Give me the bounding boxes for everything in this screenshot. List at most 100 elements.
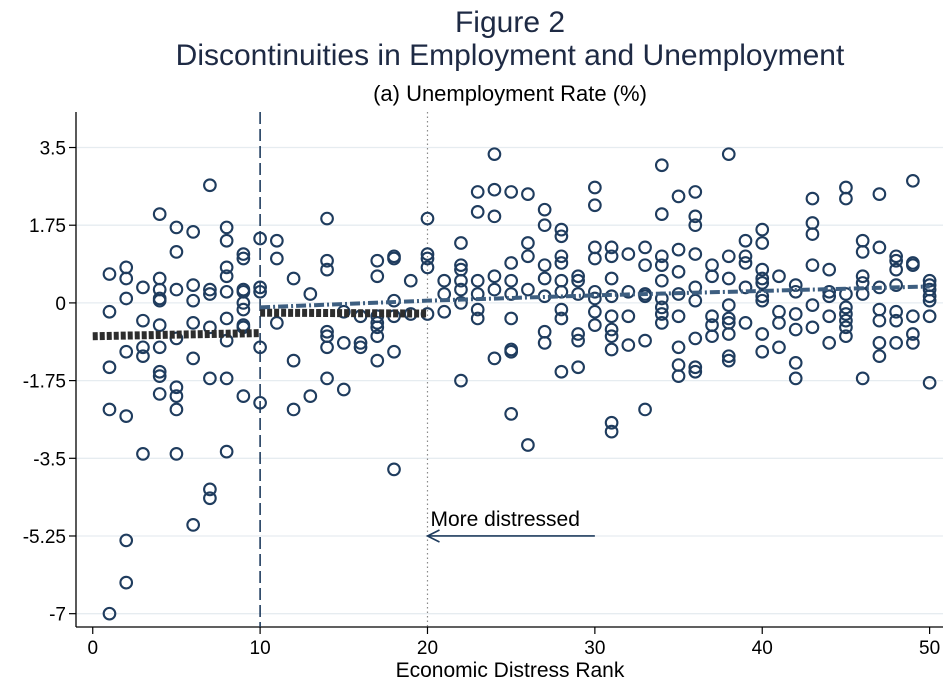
data-point (119, 291, 134, 306)
data-point (537, 258, 552, 273)
data-point (604, 271, 619, 286)
data-point (236, 251, 251, 266)
y-tick-label: -3.5 (33, 449, 66, 470)
data-point (571, 360, 585, 375)
data-point (454, 296, 468, 310)
data-point (889, 336, 903, 350)
data-point (839, 180, 853, 195)
data-point (219, 371, 234, 386)
x-tick-label: 20 (417, 638, 438, 659)
data-point (169, 282, 184, 297)
y-tick-label: 3.5 (40, 139, 66, 160)
data-point (521, 249, 535, 264)
data-point (922, 293, 937, 308)
data-point (654, 273, 669, 288)
data-point (839, 287, 853, 301)
data-point (236, 389, 251, 403)
data-point (872, 336, 887, 350)
data-point (772, 340, 786, 355)
data-point (604, 415, 619, 430)
y-tick-label: -5.25 (23, 527, 66, 548)
data-point (454, 373, 468, 388)
data-point (906, 309, 920, 324)
data-point (554, 222, 569, 237)
data-point (353, 336, 368, 350)
data-point (470, 185, 485, 199)
data-point (521, 438, 535, 452)
data-point (721, 147, 736, 162)
data-point (152, 207, 167, 221)
data-point (688, 364, 703, 379)
data-point (755, 344, 770, 359)
data-point (554, 229, 569, 244)
data-point (889, 278, 903, 292)
data-point (554, 311, 569, 326)
data-point (571, 269, 585, 284)
data-point (420, 211, 435, 226)
data-point (588, 251, 602, 266)
data-point (755, 327, 770, 341)
data-point (604, 342, 619, 357)
data-point (738, 280, 753, 295)
data-point (738, 256, 753, 270)
data-point (755, 293, 770, 308)
data-point (269, 316, 284, 330)
annotation-arrowhead (425, 529, 440, 543)
data-point (119, 409, 134, 423)
data-point (253, 231, 267, 246)
data-point (805, 216, 820, 230)
data-point (788, 322, 803, 337)
data-point (521, 236, 535, 250)
data-point (437, 273, 452, 288)
data-point (487, 282, 502, 297)
data-point (403, 273, 418, 288)
data-point (721, 271, 736, 286)
data-point (370, 269, 385, 284)
data-point (320, 253, 334, 268)
data-point (219, 233, 234, 248)
data-point (102, 267, 117, 281)
data-point (102, 402, 117, 417)
data-point (420, 251, 435, 266)
data-point (370, 316, 385, 330)
data-point (554, 256, 569, 270)
data-point (303, 287, 318, 301)
plot-area: 3.5 1.75 0 -1.75 -3.5 -5.25 -7 0 10 20 30 40 50 More … (23, 112, 943, 659)
data-point (721, 311, 736, 326)
figure-title: Figure 2 (455, 6, 565, 39)
data-point (588, 180, 602, 195)
data-point (671, 189, 686, 204)
data-point (705, 269, 719, 284)
data-point (336, 382, 351, 397)
data-point (487, 182, 502, 197)
data-point (320, 324, 334, 339)
data-point (839, 307, 853, 321)
data-point (922, 289, 937, 304)
data-point (554, 302, 569, 317)
data-point (588, 240, 602, 255)
data-point (203, 178, 217, 193)
data-point (738, 316, 753, 330)
data-point (437, 304, 452, 319)
data-point (504, 407, 519, 421)
data-point (186, 225, 201, 239)
data-point (169, 244, 184, 259)
data-point (203, 282, 217, 297)
data-point (805, 227, 820, 241)
data-point (554, 364, 569, 379)
x-tick-label: 0 (87, 638, 98, 659)
data-point (922, 375, 937, 390)
data-point (621, 338, 636, 352)
data-point (169, 389, 184, 403)
data-point (186, 316, 201, 330)
y-tick-label: -1.75 (23, 372, 66, 393)
data-point (788, 355, 803, 370)
data-point (671, 358, 686, 372)
data-point (370, 253, 385, 268)
data-point (136, 340, 150, 355)
data-point (286, 353, 301, 368)
data-point (521, 282, 535, 297)
data-point (721, 349, 736, 364)
data-point (487, 147, 502, 162)
data-point (186, 518, 201, 532)
